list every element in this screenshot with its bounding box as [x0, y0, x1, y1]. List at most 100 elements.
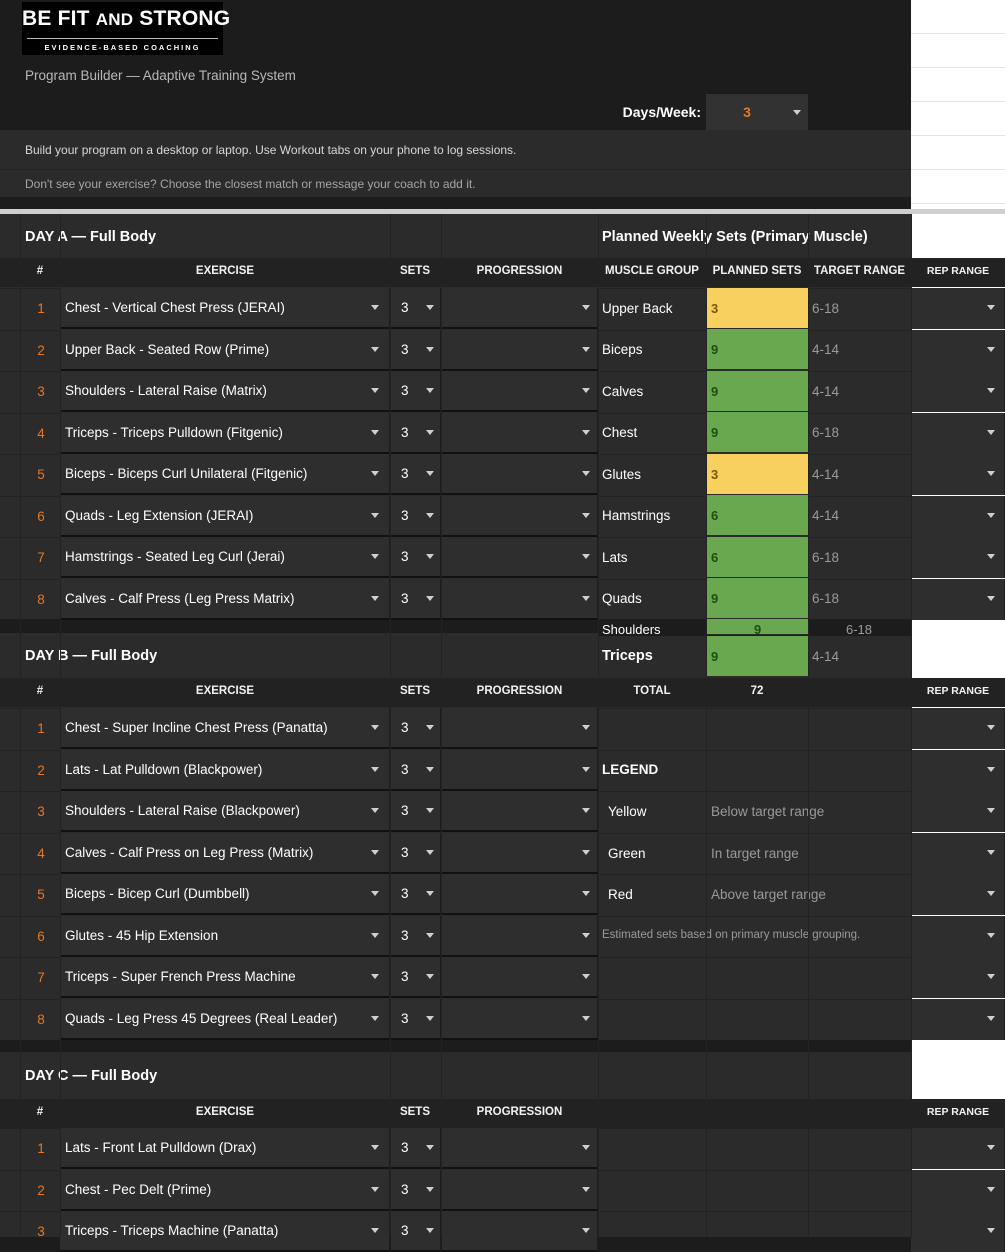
header-separator: [0, 197, 911, 209]
progression-dropdown[interactable]: [442, 413, 598, 454]
exercise-dropdown[interactable]: [60, 537, 390, 578]
progression-dropdown[interactable]: [442, 874, 598, 915]
muscle-group-label: Chest: [602, 425, 638, 440]
progression-dropdown[interactable]: [442, 791, 598, 832]
chevron-down-icon: [426, 725, 434, 730]
chevron-down-icon: [582, 974, 590, 979]
chevron-down-icon: [426, 471, 434, 476]
chevron-down-icon: [582, 471, 590, 476]
progression-dropdown[interactable]: [442, 496, 598, 537]
sets-value: 3: [401, 969, 409, 984]
chevron-down-icon: [426, 596, 434, 601]
exercise-number: 3: [37, 384, 45, 399]
chevron-down-icon: [371, 388, 379, 393]
legend-title: LEGEND: [602, 762, 659, 777]
chevron-down-icon: [371, 1016, 379, 1021]
exercise-dropdown[interactable]: [60, 413, 390, 454]
column-gridline: [60, 214, 61, 1237]
exercise-dropdown[interactable]: [60, 454, 390, 495]
col-header-progression: PROGRESSION: [476, 1106, 563, 1118]
chevron-down-icon: [987, 891, 995, 896]
col-header-planned-sets: PLANNED SETS: [712, 265, 802, 277]
exercise-name: Glutes - 45 Hip Extension: [65, 928, 219, 943]
exercise-dropdown[interactable]: [60, 330, 390, 371]
planned-sets-value: 9: [754, 622, 762, 637]
chevron-down-icon: [582, 850, 590, 855]
days-week-dropdown[interactable]: 3: [706, 94, 808, 130]
chevron-down-icon: [371, 554, 379, 559]
exercise-name: Triceps - Triceps Pulldown (Fitgenic): [65, 425, 283, 440]
progression-dropdown[interactable]: [442, 454, 598, 495]
chevron-down-icon: [582, 388, 590, 393]
exercise-name: Chest - Super Incline Chest Press (Panat…: [65, 720, 328, 735]
day-title: DAY B — Full Body: [25, 648, 158, 664]
progression-dropdown[interactable]: [442, 833, 598, 874]
progression-dropdown[interactable]: [442, 288, 598, 329]
sets-dropdown[interactable]: [391, 833, 441, 874]
column-gridline: [390, 214, 391, 1237]
exercise-number: 6: [37, 929, 45, 944]
sets-dropdown[interactable]: [391, 916, 441, 957]
progression-dropdown[interactable]: [442, 1211, 598, 1252]
legend-desc: Below target range: [711, 804, 825, 819]
exercise-dropdown[interactable]: [60, 288, 390, 329]
exercise-dropdown[interactable]: [60, 708, 390, 749]
exercise-dropdown[interactable]: [60, 791, 390, 832]
target-range-value: 6-18: [812, 301, 840, 316]
chevron-down-icon: [987, 1145, 995, 1150]
progression-dropdown[interactable]: [442, 1170, 598, 1211]
exercise-dropdown[interactable]: [60, 1128, 390, 1169]
progression-dropdown[interactable]: [442, 330, 598, 371]
chevron-down-icon: [582, 1228, 590, 1233]
info-band: [0, 130, 911, 197]
exercise-number: 3: [37, 1224, 45, 1239]
chevron-down-icon: [582, 933, 590, 938]
exercise-name: Hamstrings - Seated Leg Curl (Jerai): [65, 549, 285, 564]
chevron-down-icon: [987, 554, 995, 559]
chevron-down-icon: [793, 110, 801, 115]
exercise-dropdown[interactable]: [60, 833, 390, 874]
planned-sets-value: 9: [711, 425, 719, 440]
sets-value: 3: [401, 342, 409, 357]
muscle-group-label: Triceps: [602, 648, 653, 664]
progression-dropdown[interactable]: [442, 999, 598, 1040]
exercise-dropdown[interactable]: [60, 957, 390, 998]
sets-value: 3: [401, 928, 409, 943]
muscle-group-label: Calves: [602, 384, 644, 399]
exercise-name: Biceps - Biceps Curl Unilateral (Fitgeni…: [65, 466, 308, 481]
chevron-down-icon: [426, 808, 434, 813]
progression-dropdown[interactable]: [442, 916, 598, 957]
target-range-value: 6-18: [846, 622, 873, 637]
sets-value: 3: [401, 591, 409, 606]
progression-dropdown[interactable]: [442, 708, 598, 749]
exercise-name: Calves - Calf Press (Leg Press Matrix): [65, 591, 295, 606]
chevron-down-icon: [371, 725, 379, 730]
col-header-rep-range: REP RANGE: [926, 685, 990, 697]
progression-dropdown[interactable]: [442, 579, 598, 620]
progression-dropdown[interactable]: [442, 957, 598, 998]
progression-dropdown[interactable]: [442, 371, 598, 412]
exercise-dropdown[interactable]: [60, 874, 390, 915]
exercise-dropdown[interactable]: [60, 916, 390, 957]
exercise-dropdown[interactable]: [60, 999, 390, 1040]
column-header-row: [0, 258, 1005, 287]
chevron-down-icon: [582, 767, 590, 772]
chevron-down-icon: [582, 513, 590, 518]
chevron-down-icon: [987, 1187, 995, 1192]
planned-sets-cell: [706, 371, 808, 412]
day-title: DAY A — Full Body: [25, 229, 157, 245]
planned-sets-cell: [706, 288, 808, 329]
progression-dropdown[interactable]: [442, 1128, 598, 1169]
progression-dropdown[interactable]: [442, 750, 598, 791]
exercise-dropdown[interactable]: [60, 750, 390, 791]
exercise-dropdown[interactable]: [60, 371, 390, 412]
exercise-name: Quads - Leg Press 45 Degrees (Real Leade…: [65, 1011, 338, 1026]
exercise-dropdown[interactable]: [60, 579, 390, 620]
exercise-name: Upper Back - Seated Row (Prime): [65, 342, 270, 357]
chevron-down-icon: [987, 471, 995, 476]
exercise-dropdown[interactable]: [60, 496, 390, 537]
progression-dropdown[interactable]: [442, 537, 598, 578]
exercise-dropdown[interactable]: [60, 1170, 390, 1211]
target-range-value: 4-14: [812, 467, 840, 482]
sets-value: 3: [401, 762, 409, 777]
